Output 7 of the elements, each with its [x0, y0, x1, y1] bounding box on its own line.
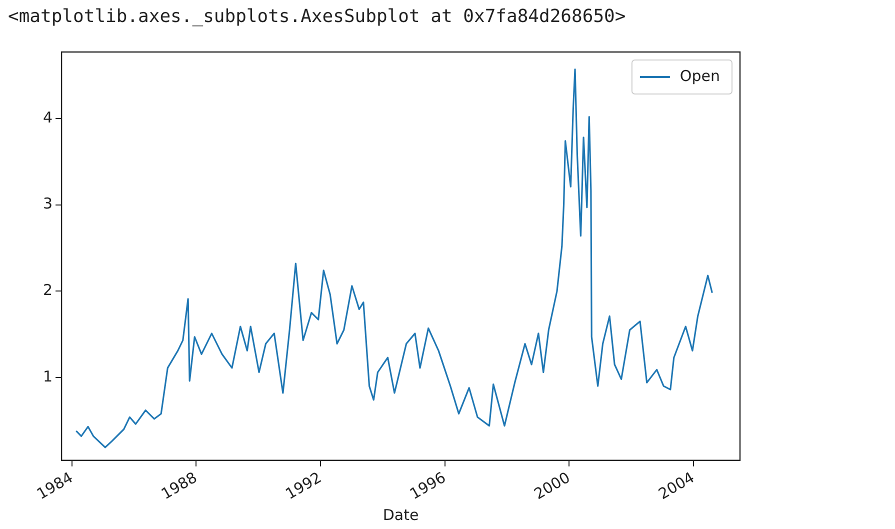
legend-label: Open — [680, 66, 720, 85]
y-tick-label: 2 — [42, 281, 53, 300]
y-tick-label: 1 — [42, 367, 53, 386]
y-tick-label: 3 — [42, 194, 53, 213]
x-axis-title: Date — [382, 506, 419, 524]
y-tick-label: 4 — [42, 108, 53, 126]
text: <matplotlib.axes._subplots.AxesSubplot at 0x7fa84d268650> — [8, 6, 626, 27]
